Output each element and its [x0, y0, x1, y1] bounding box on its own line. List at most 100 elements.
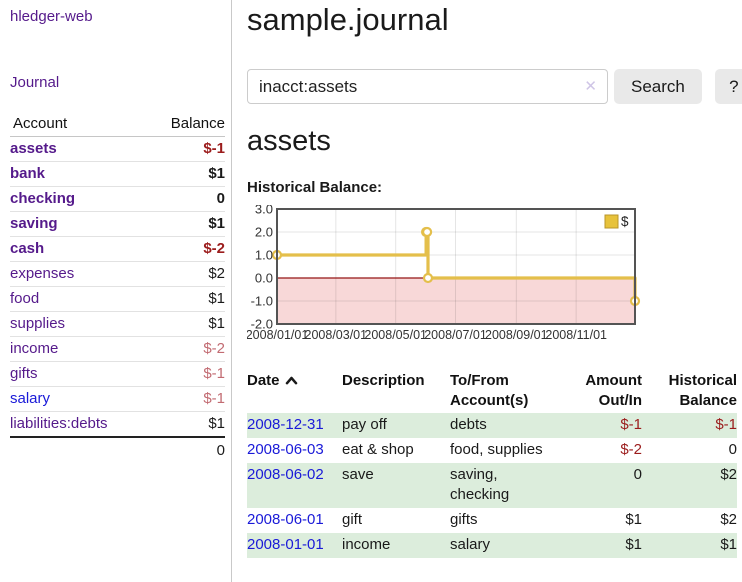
- search-field-wrapper: ✕: [247, 69, 608, 104]
- transaction-description-cell: pay off: [342, 416, 387, 433]
- plot-border: [276, 208, 636, 325]
- account-cell: bank: [10, 161, 146, 187]
- svg-text:-1.0: -1.0: [251, 294, 273, 309]
- transaction-amount-cell: $-1: [620, 416, 642, 433]
- account-balance: $1: [145, 161, 225, 187]
- date-column-header[interactable]: Date: [247, 369, 342, 413]
- legend-swatch: [604, 214, 619, 229]
- account-balance: 0: [145, 186, 225, 212]
- account-balance: $-2: [145, 236, 225, 262]
- account-link[interactable]: checking: [10, 190, 76, 207]
- account-cell: gifts: [10, 361, 146, 387]
- transaction-amount-cell: $-2: [620, 441, 642, 458]
- transaction-date-cell: 2008-12-31: [247, 413, 342, 438]
- svg-text:2008/11/01: 2008/11/01: [545, 328, 607, 342]
- register-table: Date Description To/From Account(s) Amou…: [247, 369, 737, 558]
- transaction-date-cell: 2008-01-01: [247, 533, 342, 558]
- transaction-date-cell: 2008-06-01: [247, 508, 342, 533]
- account-link[interactable]: saving: [10, 215, 58, 232]
- amount-column-header: Amount Out/In: [585, 372, 642, 409]
- sidebar: hledger-web Journal Account Balance asse…: [0, 0, 232, 582]
- account-link[interactable]: supplies: [10, 315, 66, 332]
- account-row: food $1: [10, 286, 225, 312]
- transaction-date-link[interactable]: 2008-12-31: [247, 416, 324, 433]
- transaction-balance-cell: 0: [728, 441, 737, 458]
- account-link[interactable]: food: [10, 290, 40, 307]
- account-link[interactable]: income: [10, 340, 59, 357]
- svg-text:2.0: 2.0: [255, 225, 273, 240]
- legend-label: $: [621, 214, 629, 229]
- account-link[interactable]: assets: [10, 140, 57, 157]
- help-button[interactable]: ?: [714, 69, 742, 104]
- chart-legend: $: [604, 214, 629, 229]
- transaction-balance-cell: $-1: [715, 416, 737, 433]
- account-row: supplies $1: [10, 311, 225, 337]
- account-cell: supplies: [10, 311, 146, 337]
- balance-column-header: Balance: [145, 112, 225, 137]
- account-balance: $1: [145, 286, 225, 312]
- register-header-row: Date Description To/From Account(s) Amou…: [247, 369, 737, 413]
- account-link[interactable]: liabilities:debts: [10, 415, 108, 432]
- journal-nav-link[interactable]: Journal: [10, 74, 60, 91]
- account-balance: $1: [145, 411, 225, 438]
- clear-search-icon[interactable]: ✕: [584, 78, 597, 95]
- register-row: 2008-06-03 eat & shop food, supplies $-2 0: [247, 438, 737, 463]
- search-input[interactable]: [247, 69, 608, 104]
- svg-text:2008/05/01: 2008/05/01: [364, 328, 427, 342]
- svg-text:-2.0: -2.0: [251, 317, 273, 332]
- negative-region: [277, 278, 635, 324]
- account-link[interactable]: salary: [10, 390, 51, 407]
- transaction-balance-cell: $1: [720, 536, 737, 553]
- register-row: 2008-01-01 income salary $1 $1: [247, 533, 737, 558]
- account-balance: $-2: [145, 336, 225, 362]
- account-link[interactable]: bank: [10, 165, 46, 182]
- transaction-accounts-cell: food, supplies: [450, 441, 543, 458]
- accounts-column-header: To/From Account(s): [450, 372, 529, 409]
- account-column-header: Account: [10, 112, 146, 137]
- accounts-table-header: Account Balance: [10, 112, 225, 137]
- account-link[interactable]: cash: [10, 240, 45, 257]
- transaction-date-cell: 2008-06-02: [247, 463, 342, 508]
- account-row: assets $-1: [10, 136, 225, 162]
- accounts-total-row: 0: [10, 436, 225, 464]
- account-balance: $2: [145, 261, 225, 287]
- register-row: 2008-06-01 gift gifts $1 $2: [247, 508, 737, 533]
- historical-balance-chart: $3.0 2.0 1.0 0.0 -1.0 -2.0 2008/01/01 2008/03/0…: [246, 202, 742, 354]
- account-balance: $-1: [145, 136, 225, 162]
- svg-text:2008/07/01: 2008/07/01: [424, 328, 487, 342]
- svg-text:3.0: 3.0: [255, 205, 273, 217]
- account-heading: assets: [247, 125, 331, 157]
- account-row: gifts $-1: [10, 361, 225, 387]
- transaction-date-link[interactable]: 2008-06-01: [247, 511, 324, 528]
- transaction-description-cell: income: [342, 536, 391, 553]
- description-column-header: Description: [342, 372, 425, 389]
- account-link[interactable]: expenses: [10, 265, 75, 282]
- transaction-date-link[interactable]: 2008-01-01: [247, 536, 324, 553]
- transaction-amount-cell: $1: [625, 536, 642, 553]
- register-row: 2008-12-31 pay off debts $-1 $-1: [247, 413, 737, 438]
- accounts-total-value: 0: [145, 436, 225, 464]
- transaction-description-cell: gift: [342, 511, 363, 528]
- account-row: checking 0: [10, 186, 225, 212]
- x-axis-labels: 2008/01/012008/03/012008/05/012008/07/01…: [246, 328, 607, 342]
- svg-text:2008/03/01: 2008/03/01: [305, 328, 368, 342]
- transaction-balance-cell: $2: [720, 511, 737, 528]
- search-button[interactable]: Search: [614, 69, 702, 104]
- app-title-link[interactable]: hledger-web: [10, 8, 93, 25]
- transaction-date-link[interactable]: 2008-06-03: [247, 441, 324, 458]
- account-row: liabilities:debts $1: [10, 411, 225, 438]
- transaction-accounts-cell: debts: [450, 416, 487, 433]
- transaction-amount-cell: 0: [633, 466, 642, 483]
- search-row: ✕ Search ?: [247, 69, 742, 104]
- transaction-date-link[interactable]: 2008-06-02: [247, 466, 324, 483]
- account-cell: expenses: [10, 261, 146, 287]
- account-cell: checking: [10, 186, 146, 212]
- historical-balance-column-header: Historical Balance: [668, 372, 737, 409]
- y-axis-labels: 3.0 2.0 1.0 0.0 -1.0 -2.0: [251, 202, 273, 332]
- sort-ascending-icon: [285, 376, 297, 385]
- account-balance: $1: [145, 211, 225, 237]
- account-balance: $1: [145, 311, 225, 337]
- total-spacer: [10, 436, 146, 464]
- account-row: saving $1: [10, 211, 225, 237]
- account-link[interactable]: gifts: [10, 365, 38, 382]
